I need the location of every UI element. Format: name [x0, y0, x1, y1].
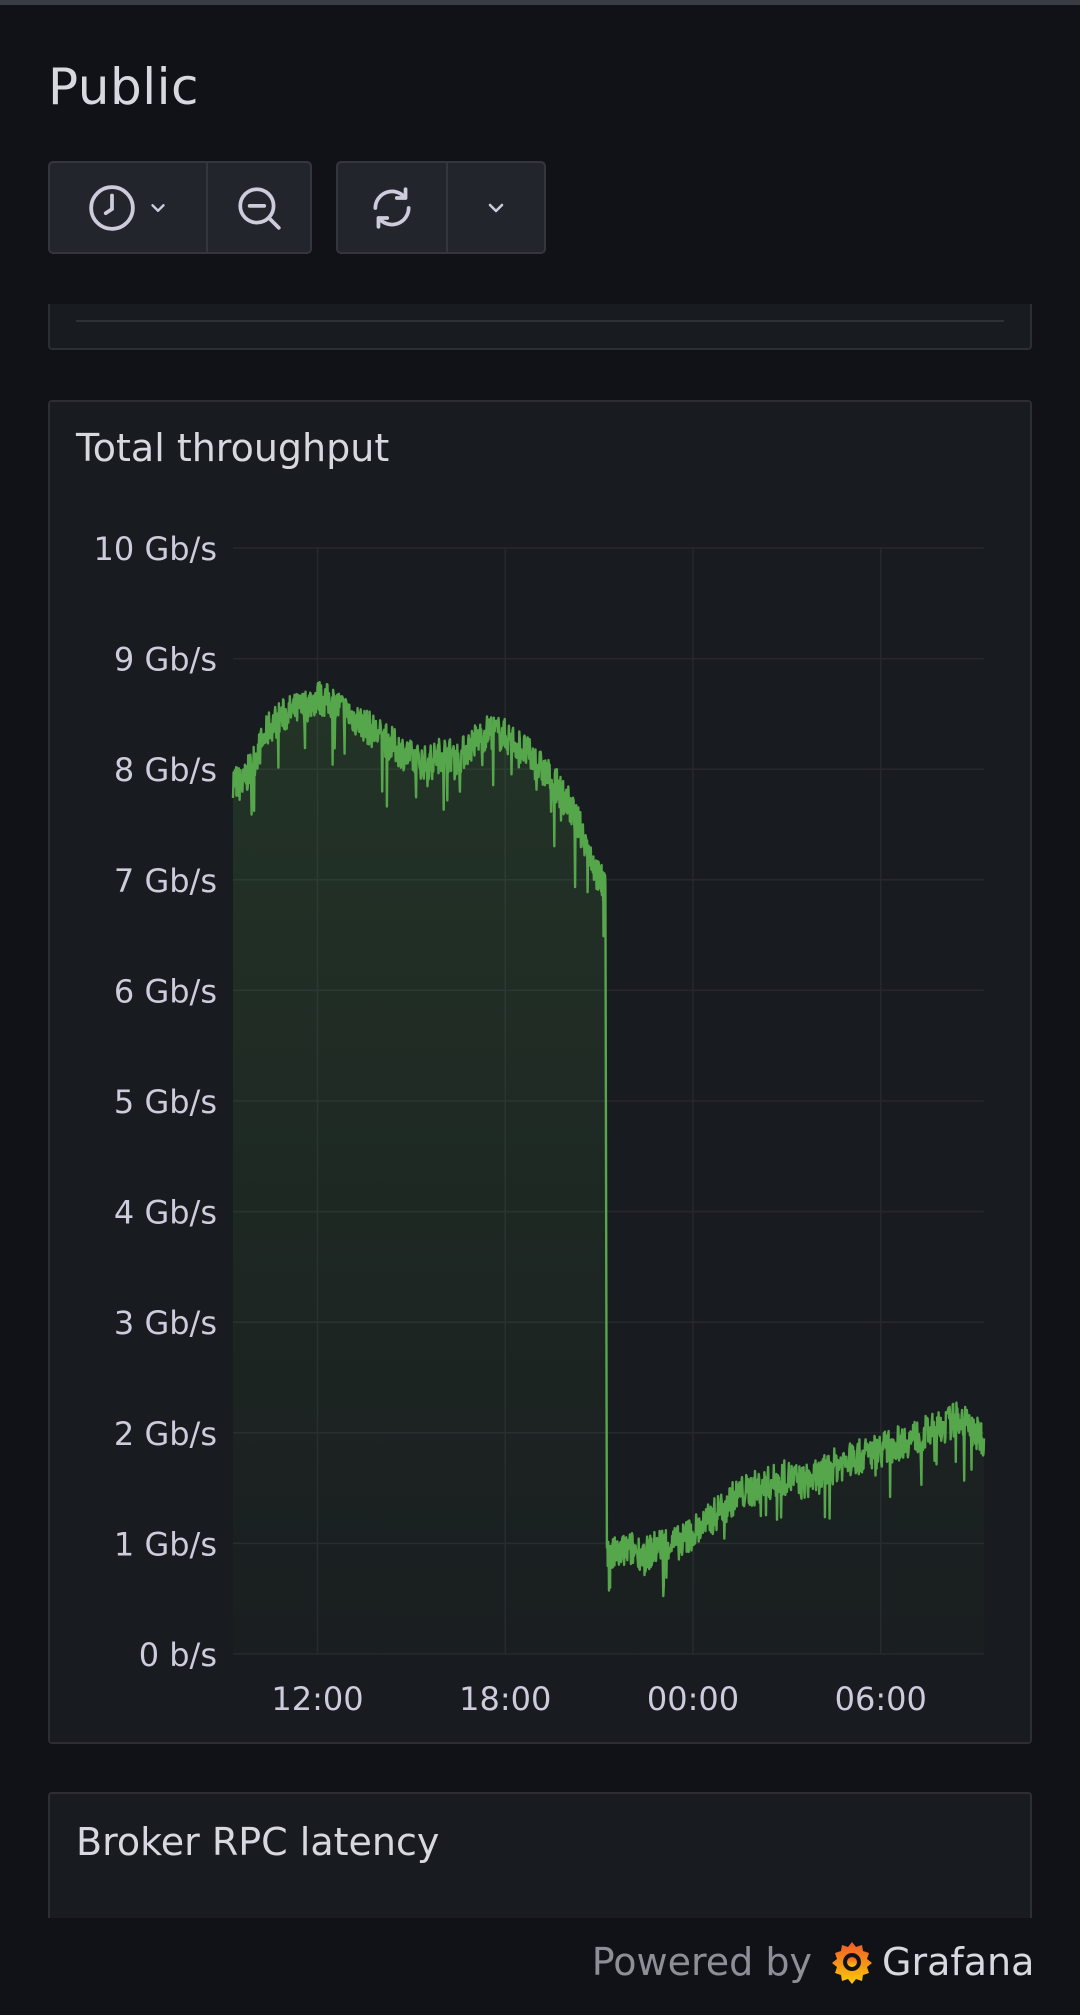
- zoom-out-icon: [234, 183, 284, 233]
- throughput-panel[interactable]: Total throughput 0 b/s 1 Gb/s 2 Gb/s 3 Gb/s…: [48, 400, 1032, 1744]
- previous-panel-remnant: [48, 304, 1032, 350]
- y-tick-label: 7 Gb/s: [114, 862, 217, 900]
- y-tick-label: 10 Gb/s: [94, 530, 217, 568]
- throughput-chart[interactable]: 0 b/s 1 Gb/s 2 Gb/s 3 Gb/s 4 Gb/s 5 Gb/s 6 Gb/…: [50, 402, 1034, 1746]
- refresh-button[interactable]: [338, 163, 446, 252]
- footer: Powered by Grafana: [0, 1918, 1080, 2015]
- chevron-down-icon: [147, 197, 169, 219]
- y-tick-label: 2 Gb/s: [114, 1415, 217, 1453]
- x-tick-label: 12:00: [271, 1680, 363, 1718]
- series-area: [233, 682, 984, 1654]
- y-tick-label: 8 Gb/s: [114, 751, 217, 789]
- page-title: Public: [48, 58, 199, 116]
- y-tick-label: 4 Gb/s: [114, 1194, 217, 1232]
- grafana-logo-icon: [828, 1938, 876, 1990]
- panel-title: Total throughput: [76, 426, 390, 470]
- zoom-out-button[interactable]: [206, 163, 310, 252]
- x-tick-label: 18:00: [459, 1680, 551, 1718]
- clock-icon: [87, 183, 137, 233]
- y-tick-label: 3 Gb/s: [114, 1304, 217, 1342]
- top-border: [0, 0, 1080, 5]
- refresh-icon: [367, 183, 417, 233]
- refresh-interval-button[interactable]: [446, 163, 544, 252]
- chevron-down-icon: [484, 196, 508, 220]
- series-line: [231, 681, 986, 1598]
- panel-title: Broker RPC latency: [76, 1820, 440, 1864]
- x-tick-label: 06:00: [835, 1680, 927, 1718]
- y-tick-label: 1 Gb/s: [114, 1525, 217, 1563]
- y-tick-label: 5 Gb/s: [114, 1083, 217, 1121]
- time-picker-button[interactable]: [50, 163, 206, 252]
- powered-by-text: Powered by: [591, 1940, 812, 1984]
- x-tick-label: 00:00: [647, 1680, 739, 1718]
- y-tick-label: 0 b/s: [139, 1636, 217, 1674]
- refresh-controls-group: [336, 161, 546, 254]
- grafana-brand-text: Grafana: [882, 1940, 1035, 1984]
- y-tick-label: 6 Gb/s: [114, 972, 217, 1010]
- y-tick-label: 9 Gb/s: [114, 641, 217, 679]
- latency-panel[interactable]: Broker RPC latency: [48, 1792, 1032, 1932]
- panel-divider: [76, 320, 1004, 322]
- time-controls-group: [48, 161, 312, 254]
